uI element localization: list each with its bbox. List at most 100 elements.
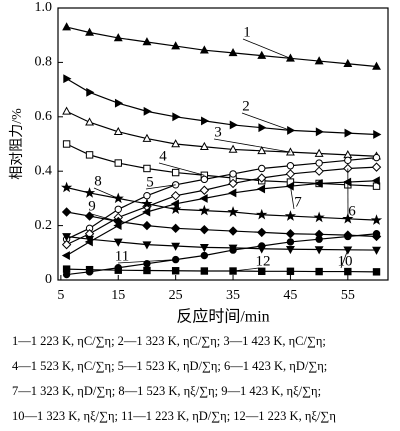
marker [258,267,266,275]
marker [199,185,210,195]
marker [171,168,180,177]
marker [344,232,352,241]
marker [227,206,239,217]
marker [256,184,266,194]
marker [85,117,95,126]
y-tick-label: 0 [45,272,52,287]
label-leader [242,38,291,59]
x-axis-label: 反应时间/min [176,307,269,326]
marker [199,244,209,253]
series-line [66,233,377,276]
marker [113,33,123,42]
marker [257,227,267,238]
marker [257,173,267,183]
label-leader [232,267,260,272]
y-tick-label: 0.4 [35,163,53,178]
series-line [66,157,377,240]
marker [171,267,180,275]
marker [315,235,323,243]
marker [61,251,70,260]
marker [314,148,324,157]
marker [143,164,151,173]
series-label: 3 [214,124,222,140]
marker [199,193,208,203]
marker [258,123,267,133]
marker [62,106,72,115]
marker [372,153,381,162]
marker [228,226,238,236]
x-tick-label: 45 [283,288,297,303]
marker [285,229,296,239]
marker [314,56,324,65]
marker [201,116,210,126]
marker [285,181,294,191]
caption-line: 4—1 523 K, ηC/∑η; 5—1 523 K, ηD/∑η; 6—1 … [12,359,327,373]
marker [171,41,181,50]
label-leader [290,186,295,210]
marker [200,267,209,275]
series-line [66,186,377,221]
label-leader [340,249,349,269]
marker [85,265,94,274]
marker [373,130,382,139]
marker [143,266,151,275]
series-label: 5 [146,174,154,190]
marker [200,175,209,184]
label-leader [213,138,291,153]
marker [344,156,352,165]
marker [228,178,238,189]
series-label: 12 [256,253,271,269]
series-label: 6 [348,203,356,219]
marker [199,141,209,151]
marker [314,178,323,188]
x-tick-label: 35 [226,288,240,303]
label-leader [145,184,176,190]
marker [258,164,266,173]
marker [170,203,182,215]
marker [113,238,123,247]
series-line [66,235,377,251]
series-label: 8 [94,173,102,189]
marker [314,246,324,255]
marker [343,58,353,68]
marker [257,145,267,155]
marker [229,120,238,130]
marker [62,22,72,31]
marker [285,245,295,255]
marker [170,190,181,201]
marker [63,74,72,84]
marker [142,133,152,142]
label-leader [158,162,205,176]
caption-line: 10—1 323 K, ηξ/∑η; 11—1 223 K, ηD/∑η; 12… [12,409,336,423]
series-label: 1 [243,24,251,40]
marker [229,246,237,254]
series-line [66,110,377,157]
marker [372,61,381,70]
series-label: 2 [242,98,250,114]
marker [142,220,152,231]
marker [114,98,124,108]
marker [170,223,181,234]
marker [199,45,209,54]
marker [372,246,381,255]
marker [228,144,238,153]
y-axis-label: 相对阻力/% [9,108,25,180]
marker [228,188,237,198]
marker [143,106,152,116]
series-line [66,143,377,187]
series-label: 7 [294,194,302,210]
marker [228,48,238,57]
y-tick-label: 0.8 [35,55,53,70]
marker [114,205,122,213]
series-line [66,26,377,68]
caption-line: 7—1 323 K, ηD/∑η; 8—1 523 K, ηξ/∑η; 9—1 … [12,384,321,398]
marker [370,214,383,225]
marker [313,211,325,223]
label-leader [87,212,119,222]
x-tick-label: 55 [341,288,355,303]
marker [315,159,323,167]
marker [258,242,266,250]
marker [61,239,72,250]
series-label: 9 [88,198,96,214]
